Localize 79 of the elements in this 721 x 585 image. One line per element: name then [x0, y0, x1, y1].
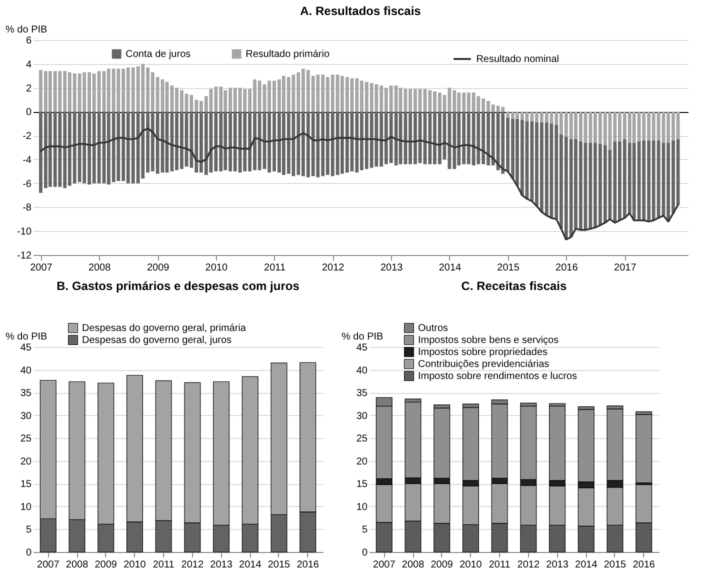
x-tick-label: 2012 — [181, 560, 204, 570]
chart-title: C. Receitas fiscais — [461, 279, 568, 293]
chart-title: B. Gastos primários e despesas com juros — [56, 279, 300, 293]
y-tick-label: -4 — [22, 154, 32, 166]
y-tick-label: 10 — [20, 502, 32, 513]
y-tick-label: 0 — [26, 548, 32, 558]
x-tick-label: 2007 — [373, 560, 396, 570]
x-tick-label: 2009 — [94, 560, 118, 570]
y-tick-label: 10 — [356, 502, 368, 513]
y-tick-label: 0 — [362, 548, 368, 558]
chart-title: A. Resultados fiscais — [300, 4, 422, 18]
x-tick-label: 2013 — [210, 560, 233, 570]
x-tick-label: 2013 — [546, 560, 569, 570]
y-tick-label: 30 — [20, 410, 32, 422]
legend-label: Resultado primário — [246, 49, 330, 60]
x-tick-label: 2010 — [460, 560, 482, 570]
x-tick-label: 2015 — [268, 560, 291, 570]
y-tick-label: 40 — [356, 365, 368, 376]
y-axis-title: % do PIB — [6, 332, 48, 342]
x-tick-label: 2014 — [575, 560, 598, 570]
x-tick-label: 2010 — [124, 560, 146, 570]
y-tick-label: 25 — [20, 434, 32, 445]
y-tick-label: -6 — [22, 178, 32, 190]
y-axis-title: % do PIB — [6, 24, 48, 36]
x-tick-label: 2007 — [37, 560, 60, 570]
legend-label: Outros — [418, 323, 448, 334]
x-tick-label: 2015 — [497, 262, 520, 274]
legend-label: Imposto sobre rendimentos e lucros — [418, 371, 577, 382]
x-tick-label: 2011 — [152, 560, 175, 570]
y-tick-label: 4 — [26, 59, 32, 70]
x-tick-label: 2016 — [556, 262, 578, 274]
y-tick-label: -12 — [17, 250, 32, 262]
y-tick-label: -2 — [22, 131, 32, 142]
legend-label: Impostos sobre propriedades — [418, 347, 548, 358]
x-tick-label: 2011 — [488, 560, 511, 570]
x-tick-label: 2012 — [322, 262, 345, 274]
y-tick-label: -8 — [22, 202, 32, 214]
x-tick-label: 2016 — [632, 560, 656, 570]
x-tick-label: 2014 — [239, 560, 262, 570]
x-tick-label: 2012 — [517, 560, 540, 570]
y-tick-label: 15 — [356, 479, 368, 490]
y-tick-label: 6 — [26, 36, 32, 46]
legend-label: Impostos sobre bens e serviços — [418, 335, 559, 346]
y-tick-label: 45 — [356, 342, 368, 354]
x-tick-label: 2017 — [614, 262, 637, 274]
y-tick-label: 45 — [20, 342, 32, 354]
x-tick-label: 2013 — [380, 262, 404, 274]
x-tick-label: 2007 — [30, 262, 53, 274]
legend-label: Despesas do governo geral, primária — [82, 323, 246, 334]
legend-label: Contribuições previdenciárias — [418, 359, 550, 370]
y-tick-label: 20 — [20, 456, 32, 468]
y-tick-label: 5 — [362, 524, 368, 536]
x-tick-label: 2008 — [66, 560, 89, 570]
y-tick-label: 2 — [26, 83, 32, 94]
x-tick-label: 2015 — [604, 560, 627, 570]
y-tick-label: 25 — [356, 434, 368, 445]
y-tick-label: 30 — [356, 410, 368, 422]
x-tick-label: 2014 — [438, 262, 462, 274]
y-tick-label: 40 — [20, 365, 32, 376]
y-tick-label: -10 — [17, 226, 32, 238]
y-axis-title: % do PIB — [342, 332, 384, 342]
line-series — [40, 127, 679, 240]
y-tick-label: 20 — [356, 456, 368, 468]
y-tick-label: 15 — [20, 479, 32, 490]
legend-label: Resultado nominal — [476, 54, 560, 65]
y-tick-label: 35 — [356, 388, 368, 400]
x-tick-label: 2009 — [146, 262, 170, 274]
y-tick-label: 5 — [26, 524, 32, 536]
x-tick-label: 2008 — [402, 560, 425, 570]
legend-label: Despesas do governo geral, juros — [82, 335, 232, 346]
legend-label: Conta de juros — [126, 49, 191, 60]
x-tick-label: 2016 — [296, 560, 320, 570]
x-tick-label: 2011 — [264, 262, 286, 274]
x-tick-label: 2010 — [205, 262, 228, 274]
x-tick-label: 2009 — [430, 560, 454, 570]
bar — [636, 414, 652, 484]
y-tick-label: 0 — [26, 107, 32, 118]
x-tick-label: 2008 — [88, 262, 112, 274]
y-tick-label: 35 — [20, 388, 32, 400]
